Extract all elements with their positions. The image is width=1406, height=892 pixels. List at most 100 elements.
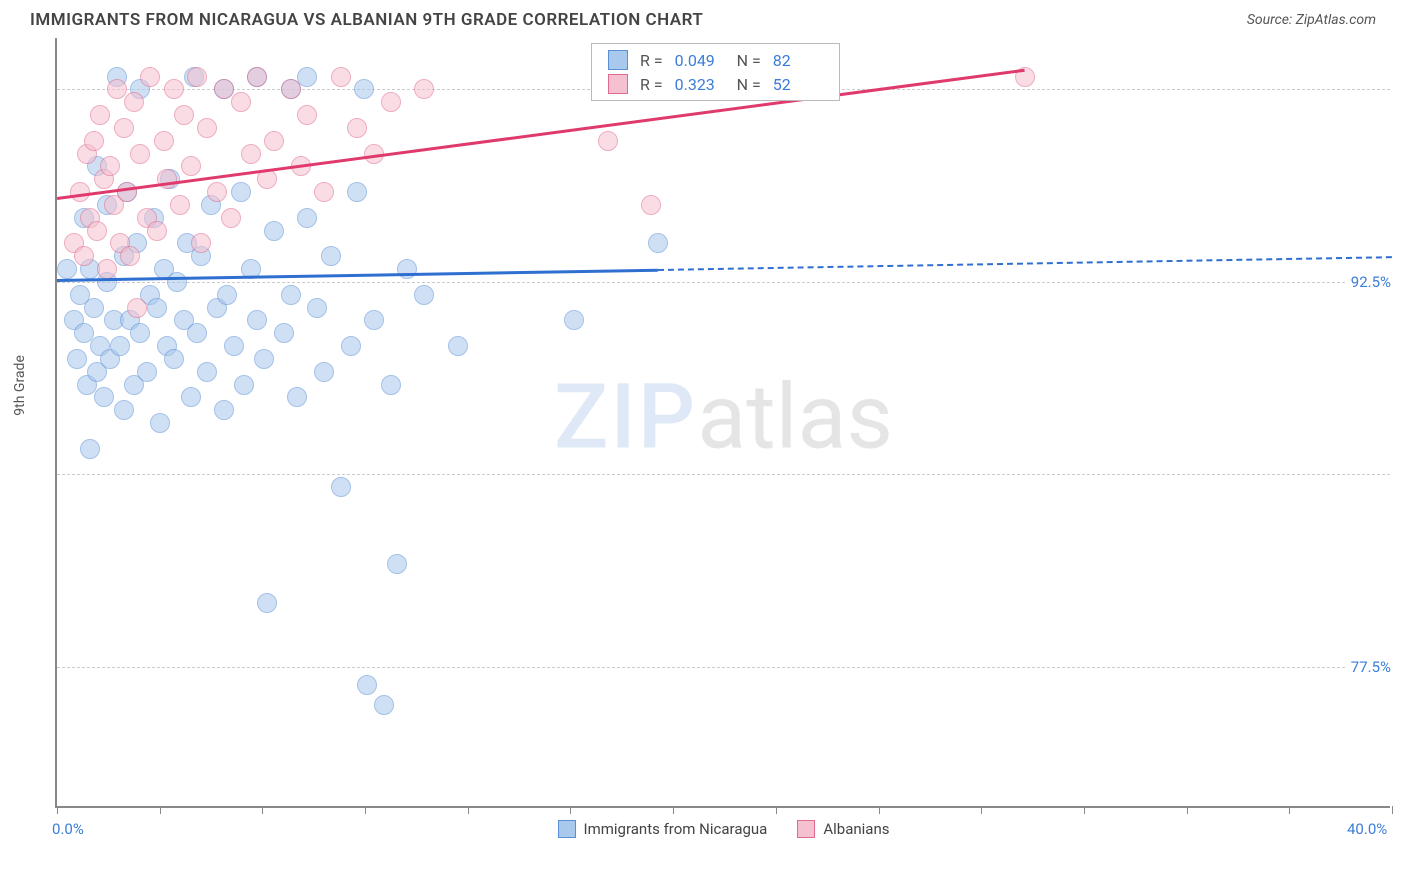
trend-line — [57, 269, 658, 282]
scatter-point — [364, 310, 384, 330]
scatter-point — [140, 67, 160, 87]
chart-title: IMMIGRANTS FROM NICARAGUA VS ALBANIAN 9T… — [30, 10, 703, 30]
scatter-point — [197, 362, 217, 382]
scatter-point — [137, 362, 157, 382]
legend-r-label: R = — [640, 75, 663, 94]
legend-n-value: 82 — [773, 51, 823, 70]
scatter-point — [357, 675, 377, 695]
x-tick-label: 0.0% — [52, 820, 84, 838]
scatter-point — [221, 208, 241, 228]
scatter-point — [130, 323, 150, 343]
x-tick — [570, 806, 571, 814]
scatter-point — [127, 298, 147, 318]
x-tick-label: 40.0% — [1347, 820, 1387, 838]
scatter-point — [247, 310, 267, 330]
scatter-point — [264, 221, 284, 241]
scatter-point — [448, 336, 468, 356]
watermark-atlas: atlas — [697, 364, 893, 469]
scatter-point — [307, 298, 327, 318]
scatter-point — [331, 477, 351, 497]
scatter-point — [187, 323, 207, 343]
legend-r-value: 0.323 — [675, 75, 725, 94]
scatter-point — [87, 221, 107, 241]
y-axis-label: 9th Grade — [12, 355, 28, 416]
scatter-point — [84, 298, 104, 318]
scatter-point — [217, 285, 237, 305]
scatter-point — [598, 131, 618, 151]
scatter-point — [157, 169, 177, 189]
scatter-point — [274, 323, 294, 343]
x-tick — [57, 806, 58, 814]
x-tick — [160, 806, 161, 814]
scatter-point — [297, 208, 317, 228]
legend-item: Immigrants from Nicaragua — [558, 820, 768, 838]
scatter-point — [124, 92, 144, 112]
scatter-point — [381, 375, 401, 395]
x-tick — [879, 806, 880, 814]
scatter-point — [181, 387, 201, 407]
scatter-point — [197, 118, 217, 138]
scatter-point — [321, 246, 341, 266]
scatter-point — [231, 92, 251, 112]
scatter-point — [57, 259, 77, 279]
scatter-point — [67, 349, 87, 369]
scatter-point — [648, 233, 668, 253]
scatter-point — [147, 298, 167, 318]
scatter-point — [164, 349, 184, 369]
scatter-point — [84, 131, 104, 151]
scatter-point — [214, 400, 234, 420]
scatter-point — [170, 195, 190, 215]
source-citation: Source: ZipAtlas.com — [1247, 12, 1376, 28]
x-tick — [1084, 806, 1085, 814]
chart-header: IMMIGRANTS FROM NICARAGUA VS ALBANIAN 9T… — [0, 0, 1406, 38]
legend-n-label: N = — [737, 51, 761, 70]
chart-container: 9th Grade ZIPatlas 77.5%92.5%0.0%40.0%R … — [55, 38, 1396, 838]
scatter-point — [297, 105, 317, 125]
legend-swatch — [558, 820, 576, 838]
scatter-point — [114, 400, 134, 420]
scatter-point — [257, 593, 277, 613]
x-tick — [1289, 806, 1290, 814]
scatter-point — [281, 79, 301, 99]
x-tick — [981, 806, 982, 814]
legend-swatch — [608, 74, 628, 94]
source-value: ZipAtlas.com — [1296, 12, 1376, 28]
scatter-point — [164, 79, 184, 99]
watermark: ZIPatlas — [554, 364, 893, 469]
scatter-point — [94, 387, 114, 407]
scatter-point — [110, 336, 130, 356]
scatter-point — [341, 336, 361, 356]
scatter-point — [191, 233, 211, 253]
scatter-point — [120, 246, 140, 266]
legend-n-value: 52 — [773, 75, 823, 94]
scatter-point — [641, 195, 661, 215]
x-tick — [1187, 806, 1188, 814]
scatter-point — [150, 413, 170, 433]
x-tick — [776, 806, 777, 814]
legend-label: Albanians — [823, 820, 889, 838]
correlation-legend: R = 0.049N = 82R = 0.323N = 52 — [591, 43, 840, 101]
plot-area: ZIPatlas 77.5%92.5%0.0%40.0%R = 0.049N =… — [55, 38, 1390, 808]
scatter-point — [154, 131, 174, 151]
legend-label: Immigrants from Nicaragua — [584, 820, 768, 838]
scatter-point — [80, 439, 100, 459]
y-tick-label: 77.5% — [1347, 658, 1395, 676]
series-legend: Immigrants from Nicaragua Albanians — [558, 820, 890, 838]
scatter-point — [247, 67, 267, 87]
scatter-point — [347, 118, 367, 138]
legend-row: R = 0.323N = 52 — [592, 72, 839, 96]
scatter-point — [314, 182, 334, 202]
legend-row: R = 0.049N = 82 — [592, 48, 839, 72]
scatter-point — [414, 285, 434, 305]
scatter-point — [167, 272, 187, 292]
source-label: Source: — [1247, 12, 1296, 28]
scatter-point — [254, 349, 274, 369]
scatter-point — [564, 310, 584, 330]
legend-r-label: R = — [640, 51, 663, 70]
scatter-point — [224, 336, 244, 356]
scatter-point — [241, 144, 261, 164]
grid-line — [57, 667, 1390, 668]
grid-line — [57, 282, 1390, 283]
scatter-point — [281, 285, 301, 305]
scatter-point — [347, 182, 367, 202]
